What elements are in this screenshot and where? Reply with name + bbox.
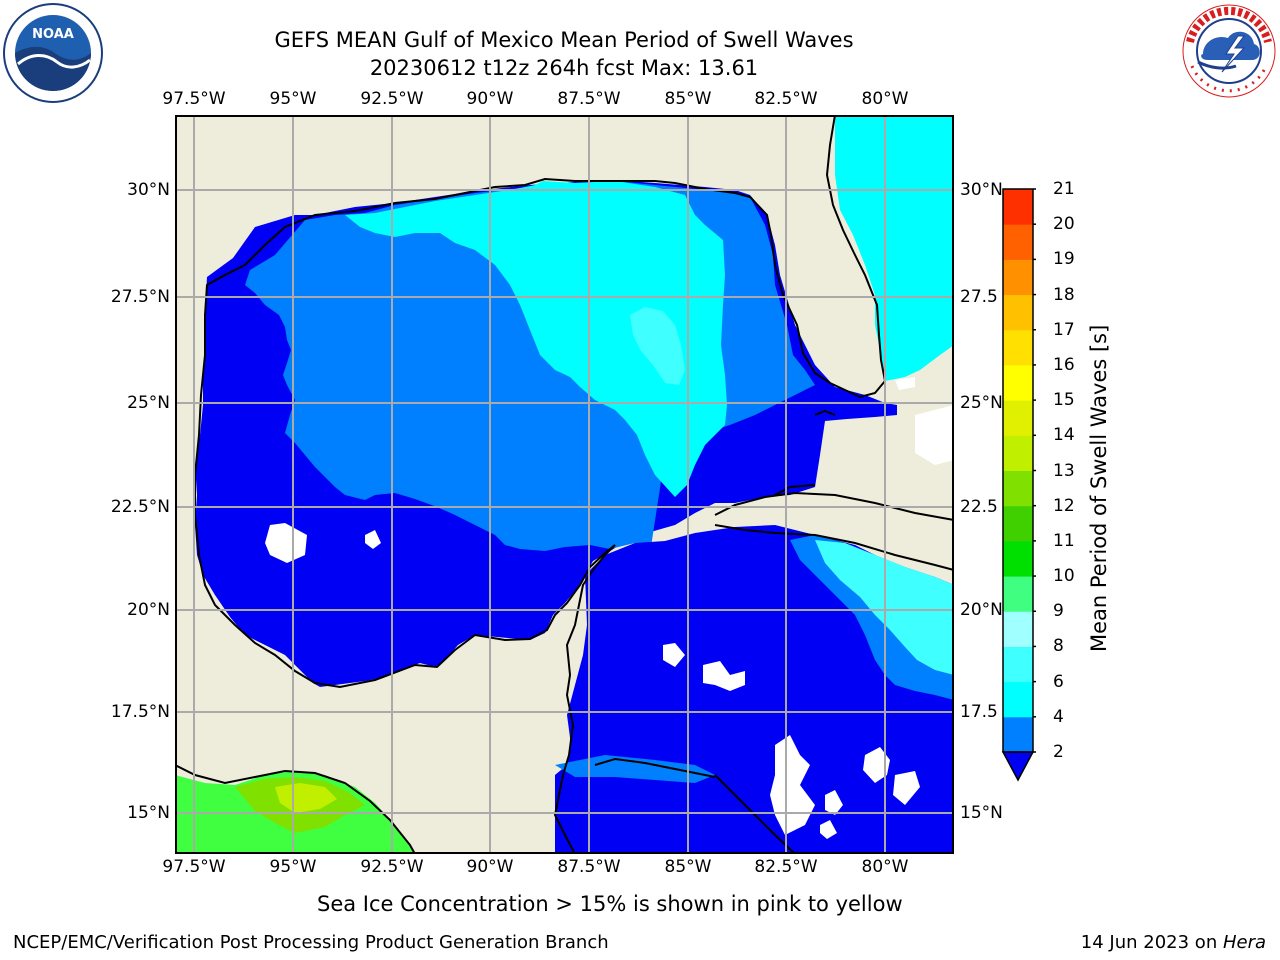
lat-label-right: 27.5 xyxy=(960,287,998,307)
colorbar-tick-label: 11 xyxy=(1053,530,1075,551)
lat-label-left: 20°N xyxy=(127,600,170,620)
lon-label-bottom: 85°W xyxy=(664,857,712,877)
colorbar-tick-label: 19 xyxy=(1053,249,1075,270)
colorbar-tick-label: 9 xyxy=(1053,601,1064,622)
lon-label-bottom: 90°W xyxy=(466,857,514,877)
lat-label-right: 20°N xyxy=(960,600,1003,620)
lat-label-left: 22.5°N xyxy=(110,497,170,517)
colorbar-tick-label: 21 xyxy=(1053,179,1075,199)
footer-date-text: 14 Jun 2023 on xyxy=(1080,932,1223,953)
coastlines xyxy=(175,115,954,854)
colorbar-tick-label: 4 xyxy=(1053,706,1064,727)
map-title: GEFS MEAN Gulf of Mexico Mean Period of … xyxy=(274,28,854,52)
colorbar-band xyxy=(1003,294,1033,331)
colorbar-band xyxy=(1003,611,1033,647)
lat-label-right: 17.5 xyxy=(960,702,998,722)
graticule xyxy=(175,115,954,854)
atlantic-swell-area xyxy=(835,115,954,381)
gulf-lighter-swell-patch xyxy=(630,307,685,385)
colorbar-band xyxy=(1003,435,1033,471)
colorbar-extend-triangle xyxy=(1001,751,1035,782)
colorbar-tick-label: 13 xyxy=(1053,460,1075,481)
colorbar-tick-label: 16 xyxy=(1053,354,1075,375)
lon-label-top: 95°W xyxy=(269,89,317,109)
lat-label-right: 30°N xyxy=(960,180,1003,200)
colorbar-label: Mean Period of Swell Waves [s] xyxy=(1087,324,1111,652)
colorbar-tick-label: 12 xyxy=(1053,495,1075,516)
lon-label-bottom: 82.5°W xyxy=(754,857,818,877)
colorbar-tick-label: 6 xyxy=(1053,671,1064,692)
lat-label-left: 15°N xyxy=(127,803,170,823)
lat-label-right: 15°N xyxy=(960,803,1003,823)
colorbar-band xyxy=(1003,259,1033,296)
colorbar-band xyxy=(1003,329,1033,366)
lon-label-bottom: 95°W xyxy=(269,857,317,877)
colorbar-band xyxy=(1003,364,1033,401)
colorbar-band xyxy=(1003,576,1033,612)
lon-label-bottom: 92.5°W xyxy=(360,857,424,877)
footer-date: 14 Jun 2023 on Hera xyxy=(1081,932,1266,954)
lon-label-bottom: 87.5°W xyxy=(557,857,621,877)
noaa-logo: NOAA xyxy=(3,3,103,103)
sea-ice-note: Sea Ice Concentration > 15% is shown in … xyxy=(317,892,903,916)
colorbar-band xyxy=(1003,716,1033,753)
lat-label-right: 22.5 xyxy=(960,497,998,517)
lon-label-top: 92.5°W xyxy=(360,89,424,109)
colorbar-band xyxy=(1003,505,1033,542)
colorbar-band xyxy=(1003,189,1033,225)
footer-machine: Hera xyxy=(1222,932,1266,953)
colorbar-band xyxy=(1003,470,1033,507)
colorbar-band xyxy=(1003,646,1033,683)
map-subtitle: 20230612 t12z 264h fcst Max: 13.61 xyxy=(369,56,759,80)
lat-label-left: 30°N xyxy=(127,180,170,200)
lon-label-top: 90°W xyxy=(466,89,514,109)
no-data-patches xyxy=(265,377,954,839)
colorbar-tick-label: 14 xyxy=(1053,425,1075,446)
colorbar-band xyxy=(1003,540,1033,577)
nws-logo xyxy=(1182,4,1276,98)
colorbar-tick-label: 18 xyxy=(1053,284,1075,305)
colorbar-tick-label: 2 xyxy=(1053,742,1064,762)
lat-label-right: 25°N xyxy=(960,393,1003,413)
lon-label-top: 85°W xyxy=(664,89,712,109)
colorbar-tick-label: 8 xyxy=(1053,636,1064,657)
lon-label-top: 97.5°W xyxy=(162,89,226,109)
noaa-logo-text: NOAA xyxy=(32,27,74,42)
footer-branch: NCEP/EMC/Verification Post Processing Pr… xyxy=(13,932,609,953)
map-frame xyxy=(175,115,954,854)
colorbar-tick-label: 10 xyxy=(1053,566,1075,587)
lon-label-bottom: 97.5°W xyxy=(162,857,226,877)
honduras-coast-swell-band xyxy=(555,755,715,783)
colorbar-tick-label: 20 xyxy=(1053,214,1075,235)
colorbar-band xyxy=(1003,681,1033,718)
lon-label-top: 82.5°W xyxy=(754,89,818,109)
colorbar-band xyxy=(1003,400,1033,436)
lon-label-top: 80°W xyxy=(861,89,909,109)
swell-period-map xyxy=(175,115,954,854)
colorbar-tick-label: 15 xyxy=(1053,390,1075,411)
lat-label-left: 27.5°N xyxy=(110,287,170,307)
pacific-swell-area-core xyxy=(275,783,337,813)
gulf-light-swell-area xyxy=(345,181,727,497)
lon-label-bottom: 80°W xyxy=(861,857,909,877)
colorbar xyxy=(1001,188,1036,782)
colorbar-band xyxy=(1003,224,1033,260)
lat-label-left: 17.5°N xyxy=(110,702,170,722)
colorbar-tick-label: 17 xyxy=(1053,319,1075,340)
lat-label-left: 25°N xyxy=(127,393,170,413)
lon-label-top: 87.5°W xyxy=(557,89,621,109)
